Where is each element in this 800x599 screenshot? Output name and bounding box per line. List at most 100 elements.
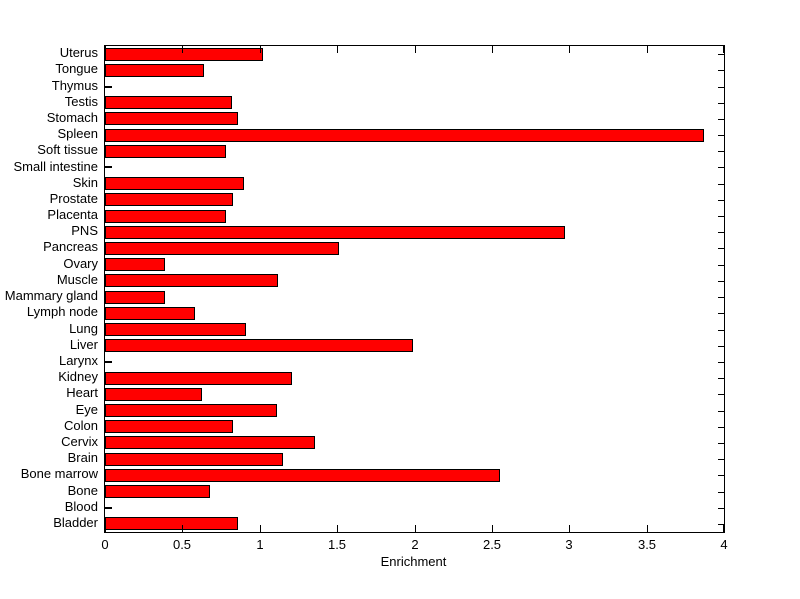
x-tick bbox=[415, 525, 416, 532]
category-label: Skin bbox=[72, 175, 98, 190]
x-tick bbox=[260, 525, 261, 532]
zero-bar bbox=[105, 361, 112, 363]
x-tick bbox=[415, 46, 416, 53]
y-tick bbox=[718, 103, 724, 104]
plot-area bbox=[104, 45, 725, 533]
bar bbox=[105, 274, 278, 287]
bar bbox=[105, 291, 165, 304]
y-tick bbox=[718, 232, 724, 233]
y-tick bbox=[718, 508, 724, 509]
category-label: Lymph node bbox=[26, 304, 98, 319]
category-label: Prostate bbox=[49, 191, 98, 206]
bar bbox=[105, 129, 704, 142]
bar bbox=[105, 64, 204, 77]
y-tick bbox=[718, 411, 724, 412]
x-axis-label: Enrichment bbox=[380, 554, 447, 569]
y-tick bbox=[718, 313, 724, 314]
x-tick bbox=[105, 46, 106, 53]
y-tick bbox=[718, 362, 724, 363]
x-tick bbox=[492, 46, 493, 53]
x-tick-label: 0 bbox=[101, 537, 109, 552]
bar bbox=[105, 48, 263, 61]
x-tick-label: 2.5 bbox=[482, 537, 502, 552]
category-label: Muscle bbox=[56, 272, 98, 287]
category-label: Kidney bbox=[58, 369, 98, 384]
x-tick bbox=[647, 525, 648, 532]
x-tick bbox=[105, 525, 106, 532]
bar bbox=[105, 404, 277, 417]
bar bbox=[105, 339, 413, 352]
y-tick bbox=[718, 281, 724, 282]
x-tick bbox=[182, 525, 183, 532]
x-tick bbox=[182, 46, 183, 53]
bar bbox=[105, 469, 500, 482]
category-label: Bone bbox=[67, 483, 98, 498]
y-tick bbox=[718, 427, 724, 428]
x-tick-label: 0.5 bbox=[172, 537, 192, 552]
y-tick bbox=[718, 200, 724, 201]
bar bbox=[105, 210, 226, 223]
category-label: Pancreas bbox=[43, 239, 98, 254]
y-tick bbox=[718, 394, 724, 395]
y-tick bbox=[718, 135, 724, 136]
y-tick bbox=[718, 87, 724, 88]
category-label: Larynx bbox=[58, 353, 98, 368]
y-tick bbox=[718, 265, 724, 266]
category-label: Heart bbox=[66, 385, 98, 400]
bar bbox=[105, 517, 238, 530]
category-label: Eye bbox=[75, 402, 98, 417]
bar bbox=[105, 453, 283, 466]
category-label: Mammary gland bbox=[4, 288, 98, 303]
category-label: Spleen bbox=[57, 126, 98, 141]
bar bbox=[105, 226, 565, 239]
x-tick-label: 2 bbox=[411, 537, 419, 552]
x-tick-label: 3.5 bbox=[637, 537, 657, 552]
x-tick bbox=[647, 46, 648, 53]
x-tick-label: 1.5 bbox=[327, 537, 347, 552]
y-tick bbox=[718, 443, 724, 444]
y-tick bbox=[718, 248, 724, 249]
category-label: Bladder bbox=[53, 515, 98, 530]
y-tick bbox=[718, 524, 724, 525]
y-tick bbox=[718, 330, 724, 331]
category-label: Blood bbox=[64, 499, 98, 514]
category-label: Small intestine bbox=[13, 159, 98, 174]
bar bbox=[105, 145, 226, 158]
y-tick bbox=[718, 459, 724, 460]
category-label: Testis bbox=[64, 94, 98, 109]
bar bbox=[105, 177, 244, 190]
x-tick-label: 4 bbox=[720, 537, 728, 552]
y-tick bbox=[718, 378, 724, 379]
bar bbox=[105, 436, 315, 449]
category-label: PNS bbox=[71, 223, 98, 238]
category-label: Stomach bbox=[46, 110, 98, 125]
category-label: Soft tissue bbox=[37, 142, 98, 157]
x-tick bbox=[492, 525, 493, 532]
bar bbox=[105, 96, 232, 109]
x-tick bbox=[260, 46, 261, 53]
x-tick bbox=[723, 46, 724, 53]
category-label: Bone marrow bbox=[20, 466, 98, 481]
y-tick bbox=[718, 216, 724, 217]
zero-bar bbox=[105, 507, 112, 509]
bar bbox=[105, 193, 233, 206]
x-tick-label: 1 bbox=[256, 537, 264, 552]
category-label: Brain bbox=[67, 450, 98, 465]
bar bbox=[105, 485, 210, 498]
category-label: Liver bbox=[69, 337, 98, 352]
x-tick bbox=[337, 46, 338, 53]
bar bbox=[105, 242, 339, 255]
y-tick bbox=[718, 70, 724, 71]
y-tick bbox=[718, 346, 724, 347]
x-tick bbox=[569, 46, 570, 53]
category-label: Colon bbox=[64, 418, 98, 433]
category-label: Thymus bbox=[51, 78, 98, 93]
bar bbox=[105, 388, 202, 401]
y-tick bbox=[718, 167, 724, 168]
y-tick bbox=[718, 475, 724, 476]
y-tick bbox=[718, 297, 724, 298]
category-label: Lung bbox=[69, 321, 98, 336]
x-tick-label: 3 bbox=[565, 537, 573, 552]
x-tick bbox=[723, 525, 724, 532]
zero-bar bbox=[105, 166, 112, 168]
